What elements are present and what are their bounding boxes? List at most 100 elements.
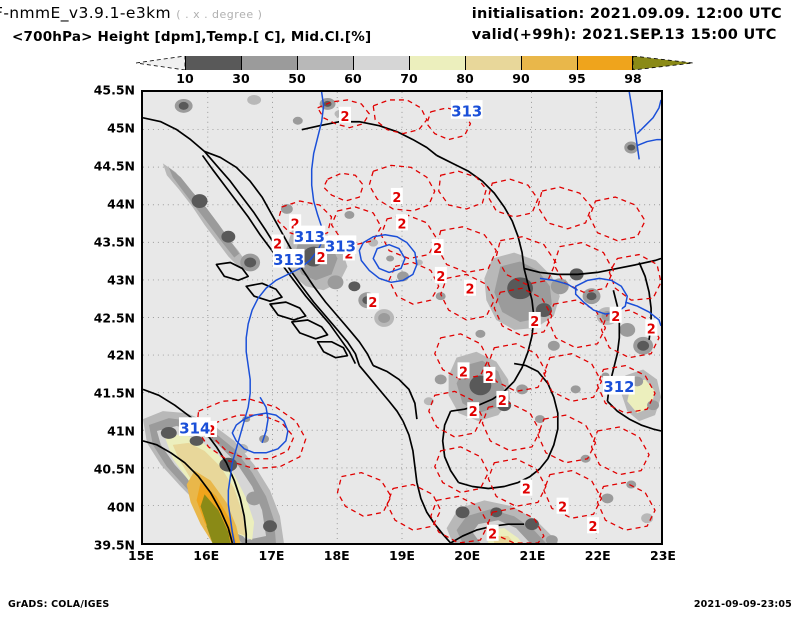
initialisation-time: initialisation: 2021.09.09. 12:00 UTC bbox=[471, 6, 782, 22]
temp-contour-label-bg bbox=[587, 517, 599, 534]
temp-contour-label-bg bbox=[528, 311, 541, 329]
temp-contour-label-bg bbox=[457, 362, 470, 379]
colorbar-under-triangle bbox=[136, 56, 185, 70]
colorbar-band-10 bbox=[185, 56, 241, 70]
temp-contour-label-bg bbox=[315, 248, 328, 265]
colorbar-band-95 bbox=[577, 56, 633, 70]
height-contour-label-bg bbox=[293, 225, 326, 245]
temp-contour-label-2: 2 bbox=[341, 110, 350, 125]
temp-contour-label-2: 2 bbox=[317, 251, 326, 266]
temp-contour-label-2: 2 bbox=[530, 315, 539, 330]
y-tick-43.5N: 43.5N bbox=[93, 234, 135, 250]
temperature-contours bbox=[195, 99, 661, 543]
temp-contour-label-bg bbox=[486, 524, 499, 541]
temp-contour-label-2: 2 bbox=[368, 296, 377, 311]
temp-contour-label-2: 2 bbox=[344, 247, 353, 262]
x-tick-21E: 21E bbox=[519, 548, 546, 563]
colorbar-tick-80: 80 bbox=[456, 71, 474, 86]
y-tick-39.5N: 39.5N bbox=[93, 537, 135, 553]
temp-contour-label-bg bbox=[520, 479, 533, 496]
height-contour-label-314: 314 bbox=[179, 420, 210, 438]
height-contour-label-bg bbox=[324, 235, 357, 254]
temp-contour-label-2: 2 bbox=[207, 424, 216, 439]
grads-source-label: GrADS: COLA/IGES bbox=[8, 599, 110, 610]
y-tick-40.5N: 40.5N bbox=[93, 461, 135, 477]
temp-contour-label-2: 2 bbox=[273, 238, 282, 253]
height-contour-label-bg bbox=[178, 417, 211, 436]
temp-contour-label-bg bbox=[645, 319, 658, 336]
y-tick-43N: 43N bbox=[107, 272, 135, 288]
temp-contour-label-2: 2 bbox=[398, 217, 407, 232]
temp-contour-label-bg bbox=[483, 366, 496, 383]
temp-contour-label-bg bbox=[396, 214, 408, 231]
render-timestamp: 2021-09-09-23:05 bbox=[693, 599, 792, 610]
y-tick-41N: 41N bbox=[107, 423, 135, 439]
y-tick-45.5N: 45.5N bbox=[93, 82, 135, 98]
temp-contour-label-2: 2 bbox=[466, 283, 475, 298]
colorbar-band-80 bbox=[465, 56, 521, 70]
temp-contour-label-2: 2 bbox=[589, 520, 598, 535]
x-tick-20E: 20E bbox=[454, 548, 481, 563]
colorbar-over-triangle bbox=[633, 56, 693, 70]
temp-contour-label-bg bbox=[390, 187, 403, 205]
height-contour-label-bg bbox=[450, 100, 483, 119]
colorbar-band-70 bbox=[409, 56, 465, 70]
model-resolution-note: ( . x . degree ) bbox=[176, 8, 263, 21]
field-description: <700hPa> Height [dpm],Temp.[ C], Mid.Cl.… bbox=[12, 29, 372, 45]
temp-contour-label-bg bbox=[556, 497, 569, 514]
colorbar-tick-70: 70 bbox=[400, 71, 418, 86]
temp-contour-label-bg bbox=[205, 420, 217, 438]
temp-contour-label-2: 2 bbox=[498, 394, 507, 409]
colorbar-tick-60: 60 bbox=[344, 71, 362, 86]
temp-contour-label-bg bbox=[431, 239, 444, 256]
colorbar-band-50 bbox=[297, 56, 353, 70]
temp-contour-label-bg bbox=[271, 234, 284, 251]
y-tick-45N: 45N bbox=[107, 120, 135, 136]
map-plot-area[interactable]: 2 2 2 2 2 2 2 2 2 2 2 2 2 2 2 2 2 2 2 2 2 2 2 313 313 313 313 312 31… bbox=[141, 90, 663, 545]
map-gridlines bbox=[143, 92, 661, 543]
colorbar-band-30 bbox=[241, 56, 297, 70]
height-contour-label-312: 312 bbox=[603, 378, 634, 396]
temp-contour-label-2: 2 bbox=[558, 501, 567, 516]
temp-contour-label-2: 2 bbox=[522, 483, 531, 498]
temp-contour-label-bg bbox=[434, 266, 447, 283]
temp-contour-label-2: 2 bbox=[469, 405, 478, 420]
temp-contour-label-2: 2 bbox=[436, 270, 445, 285]
height-contour-label-313: 313 bbox=[273, 251, 304, 269]
temp-contour-label-2: 2 bbox=[611, 310, 620, 325]
colorbar-tick-95: 95 bbox=[568, 71, 586, 86]
temp-contour-label-2: 2 bbox=[433, 242, 442, 257]
height-contour-label-313: 313 bbox=[294, 228, 325, 246]
temp-contour-label-bg bbox=[464, 279, 476, 296]
temp-contour-label-2: 2 bbox=[392, 191, 401, 206]
temp-contour-label-bg bbox=[366, 293, 379, 310]
colorbar-band-60 bbox=[353, 56, 409, 70]
model-title-line: F-nmmE_v3.9.1-e3km ( . x . degree ) bbox=[0, 4, 262, 22]
height-contour-label-313: 313 bbox=[451, 102, 482, 120]
colorbar-tick-90: 90 bbox=[512, 71, 530, 86]
x-tick-18E: 18E bbox=[323, 548, 350, 563]
temp-contour-label-2: 2 bbox=[291, 217, 300, 232]
temp-contour-label-2: 2 bbox=[647, 323, 656, 338]
x-tick-16E: 16E bbox=[193, 548, 220, 563]
colorbar-bands bbox=[185, 56, 633, 70]
colorbar-tick-10: 10 bbox=[176, 71, 194, 86]
colorbar-tick-30: 30 bbox=[232, 71, 250, 86]
colorbar-tick-50: 50 bbox=[288, 71, 306, 86]
x-tick-19E: 19E bbox=[389, 548, 415, 563]
y-tick-42.5N: 42.5N bbox=[93, 310, 135, 325]
y-tick-41.5N: 41.5N bbox=[93, 385, 135, 401]
x-tick-17E: 17E bbox=[258, 548, 285, 563]
y-tick-40N: 40N bbox=[107, 499, 135, 515]
height-contour-label-313: 313 bbox=[325, 238, 356, 256]
temp-contour-label-bg bbox=[609, 306, 622, 323]
temp-contour-label-bg bbox=[289, 214, 302, 231]
temp-contour-label-2: 2 bbox=[459, 365, 468, 380]
model-title: F-nmmE_v3.9.1-e3km bbox=[0, 4, 171, 22]
header-right-block: initialisation: 2021.09.09. 12:00 UTC va… bbox=[472, 4, 782, 46]
height-contour-label-bg bbox=[603, 375, 635, 395]
temp-contour-label-bg bbox=[339, 106, 352, 123]
x-tick-15E: 15E bbox=[128, 548, 154, 563]
